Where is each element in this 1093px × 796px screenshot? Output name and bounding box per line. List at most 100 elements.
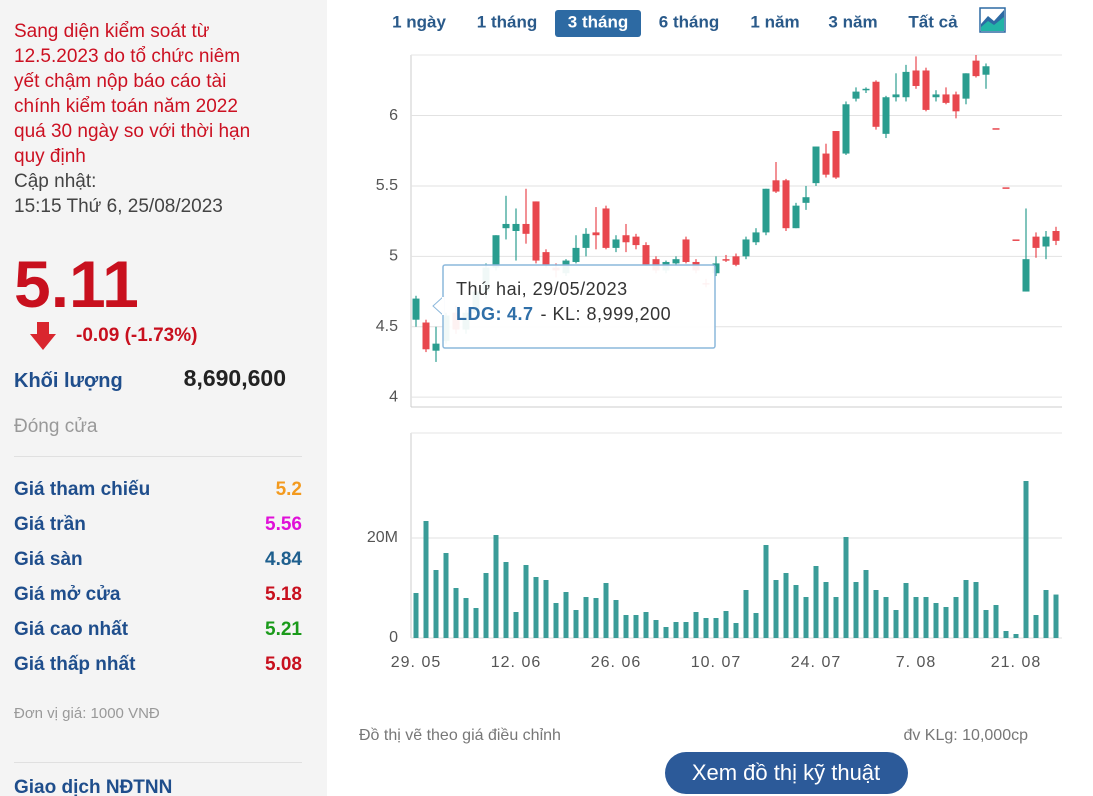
candle-body: [1022, 259, 1030, 292]
candle-body: [732, 256, 740, 265]
candle-body: [412, 298, 420, 320]
volume-bar: [443, 553, 449, 638]
volume-bar: [623, 615, 629, 638]
volume-bar: [713, 618, 719, 638]
note-right: đv KLg: 10,000cp: [903, 727, 1028, 744]
unit-note: Đơn vị giá: 1000 VNĐ: [14, 705, 160, 722]
stat-label: Giá cao nhất: [14, 619, 129, 640]
stat-value: 5.56: [265, 514, 302, 535]
volume-bar: [703, 618, 709, 638]
volume-label: Khối lượng: [14, 370, 123, 392]
candle-body: [972, 60, 980, 77]
volume-bar: [793, 585, 799, 638]
tab-label[interactable]: 3 năm: [828, 12, 877, 31]
chart-icon[interactable]: [979, 7, 1006, 33]
notice-line: Sang diện kiểm soát từ: [14, 21, 210, 42]
volume: 8,690,600: [183, 365, 286, 391]
volume-bar: [853, 582, 859, 638]
tab-label[interactable]: 6 tháng: [659, 12, 719, 31]
candle-body: [682, 239, 690, 262]
tooltip-symbol: LDG:: [456, 304, 502, 324]
range-tab[interactable]: 3 năm: [828, 12, 877, 31]
candle-body: [522, 223, 530, 234]
section-title: Giao dịch NĐTNN: [14, 777, 173, 796]
stat-label: Giá thấp nhất: [14, 654, 136, 675]
volume-bar: [963, 580, 969, 638]
stat-value: 5.08: [265, 654, 302, 675]
tab-label[interactable]: Tất cả: [908, 12, 958, 31]
candle-body: [742, 239, 750, 257]
volume-bar: [543, 580, 549, 638]
x-tick-label: 10. 07: [691, 654, 741, 671]
candle-body: [542, 252, 550, 265]
volume-bar: [893, 610, 899, 638]
volume-bar: [563, 592, 569, 638]
range-tab[interactable]: 1 năm: [750, 12, 799, 31]
tab-label[interactable]: 1 năm: [750, 12, 799, 31]
volume-bar: [473, 608, 479, 638]
stat-value: 5.21: [265, 619, 302, 640]
candle-body: [622, 235, 630, 243]
tab-label[interactable]: 3 tháng: [568, 12, 628, 31]
volume-bar: [823, 582, 829, 638]
candle-body: [712, 263, 720, 274]
candle-body: [492, 235, 500, 268]
y-tick-label: 0: [389, 629, 398, 646]
volume-bar: [763, 545, 769, 638]
candle-body: [502, 223, 510, 229]
update-label: Cập nhật:: [14, 171, 97, 192]
tab-bg[interactable]: [555, 10, 641, 37]
volume-bar: [673, 622, 679, 638]
technical-button[interactable]: Xem đồ thị kỹ thuật: [665, 752, 908, 794]
candle-body: [1002, 187, 1010, 189]
button-bg[interactable]: [665, 752, 908, 794]
button-label[interactable]: Xem đồ thị kỹ thuật: [692, 760, 880, 785]
volume-bar: [433, 570, 439, 638]
candle-body: [792, 205, 800, 229]
x-tick-label: 29. 05: [391, 654, 441, 671]
volume-bar: [723, 611, 729, 638]
volume-bar: [943, 607, 949, 638]
tab-label[interactable]: 1 ngày: [392, 12, 446, 31]
notice-line: yết chậm nộp báo cáo tài: [14, 71, 227, 92]
tooltip-value: 4.7: [507, 304, 534, 324]
candle-body: [902, 71, 910, 98]
notice-line: chính kiểm toán năm 2022: [14, 96, 238, 117]
candle-body: [842, 104, 850, 154]
volume-bar: [953, 597, 959, 638]
candle-body: [932, 94, 940, 98]
range-tab[interactable]: 6 tháng: [659, 12, 719, 31]
volume-bar: [1013, 634, 1019, 638]
candle-body: [582, 233, 590, 248]
candle-body: [882, 97, 890, 134]
volume-bar: [1033, 615, 1039, 638]
note-left: Đồ thị vẽ theo giá điều chỉnh: [359, 727, 561, 744]
candle-body: [962, 73, 970, 99]
y-tick-label: 5: [389, 248, 398, 265]
candle-body: [812, 146, 820, 184]
volume-bar: [873, 590, 879, 638]
range-tab[interactable]: 1 ngày: [392, 12, 446, 31]
range-tab[interactable]: 3 tháng: [555, 10, 641, 37]
volume-bar: [663, 627, 669, 638]
stat-label: Giá mở cửa: [14, 584, 121, 605]
range-tab[interactable]: 1 tháng: [477, 12, 537, 31]
stat-value: 5.2: [275, 479, 302, 500]
range-tab[interactable]: Tất cả: [908, 12, 958, 31]
volume-bar: [593, 598, 599, 638]
tab-label[interactable]: 1 tháng: [477, 12, 537, 31]
volume-bar: [1023, 481, 1029, 638]
candle-body: [832, 131, 840, 178]
volume-bar: [803, 597, 809, 638]
volume-bar: [923, 597, 929, 638]
stat-label: Giá trần: [14, 514, 86, 535]
volume-bar: [983, 610, 989, 638]
candle-body: [992, 128, 1000, 130]
update-time: 15:15 Thứ 6, 25/08/2023: [14, 196, 223, 217]
volume-bar: [773, 580, 779, 638]
divider: [14, 762, 302, 763]
volume-bar: [453, 588, 459, 638]
notice-line: quá 30 ngày so với thời hạn: [14, 121, 251, 142]
candle-body: [592, 232, 600, 236]
